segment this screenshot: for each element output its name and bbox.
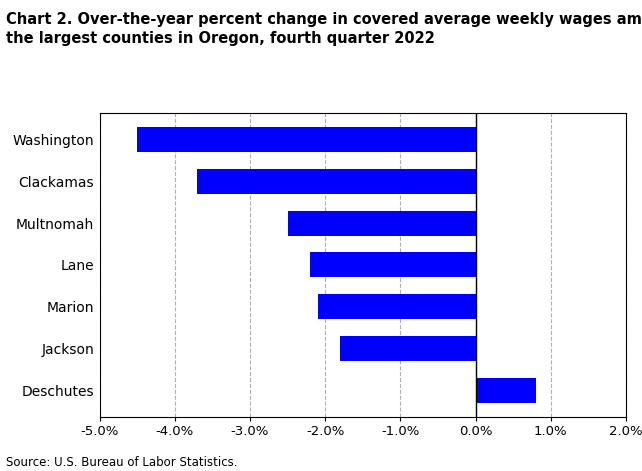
Bar <box>137 127 476 152</box>
Bar <box>340 336 476 361</box>
Bar <box>288 211 476 236</box>
Bar <box>310 252 476 277</box>
Bar <box>318 294 476 319</box>
Bar <box>476 378 535 403</box>
Text: Source: U.S. Bureau of Labor Statistics.: Source: U.S. Bureau of Labor Statistics. <box>6 455 238 469</box>
Text: Chart 2. Over-the-year percent change in covered average weekly wages among
the : Chart 2. Over-the-year percent change in… <box>6 12 642 46</box>
Bar <box>197 169 476 194</box>
